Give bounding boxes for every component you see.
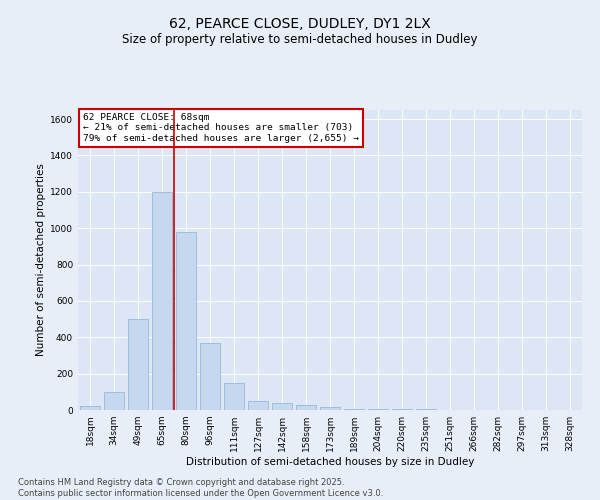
X-axis label: Distribution of semi-detached houses by size in Dudley: Distribution of semi-detached houses by … [186, 457, 474, 467]
Bar [200, 342, 220, 410]
Text: Size of property relative to semi-detached houses in Dudley: Size of property relative to semi-detach… [122, 32, 478, 46]
Bar [128, 319, 148, 410]
Bar [80, 406, 100, 410]
Bar [176, 232, 196, 410]
Text: 62 PEARCE CLOSE: 68sqm
← 21% of semi-detached houses are smaller (703)
79% of se: 62 PEARCE CLOSE: 68sqm ← 21% of semi-det… [83, 113, 359, 143]
Bar [272, 402, 292, 410]
Bar [344, 409, 364, 410]
Bar [248, 401, 268, 410]
Bar [152, 192, 172, 410]
Bar [392, 408, 412, 410]
Bar [320, 408, 340, 410]
Bar [224, 382, 244, 410]
Text: 62, PEARCE CLOSE, DUDLEY, DY1 2LX: 62, PEARCE CLOSE, DUDLEY, DY1 2LX [169, 18, 431, 32]
Bar [296, 404, 316, 410]
Bar [104, 392, 124, 410]
Bar [368, 409, 388, 410]
Text: Contains HM Land Registry data © Crown copyright and database right 2025.
Contai: Contains HM Land Registry data © Crown c… [18, 478, 383, 498]
Y-axis label: Number of semi-detached properties: Number of semi-detached properties [36, 164, 46, 356]
